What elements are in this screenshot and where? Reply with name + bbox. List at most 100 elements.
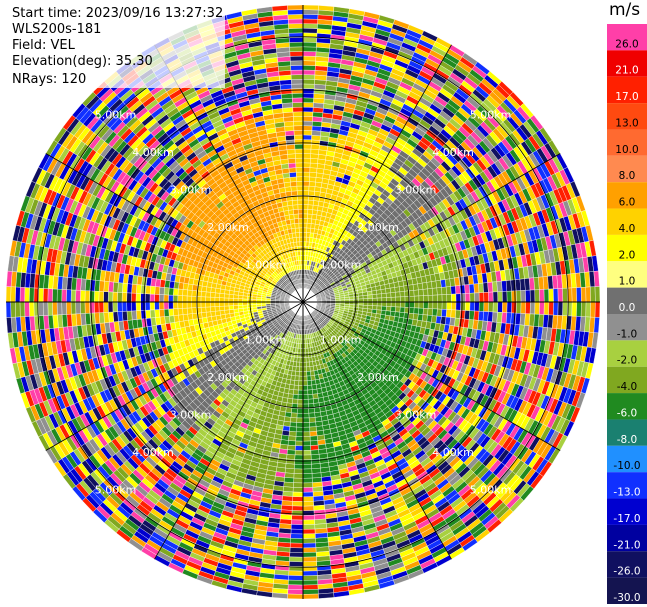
velocity-gate [293,482,304,488]
velocity-gate [593,317,600,334]
velocity-gate [293,384,299,391]
velocity-gate [310,370,315,376]
velocity-gate [381,293,387,299]
velocity-gate [311,214,317,220]
velocity-gate [302,236,307,242]
velocity-gate [492,291,499,303]
velocity-gate [302,139,312,145]
velocity-gate [455,309,461,319]
velocity-gate [302,464,312,470]
velocity-gate [460,301,466,311]
velocity-gate [286,449,296,456]
velocity-gate [308,412,316,419]
velocity-gate [290,524,304,530]
velocity-gate [413,289,420,297]
velocity-gate [450,285,457,295]
velocity-gate [313,398,320,404]
velocity-gate [309,162,318,169]
velocity-gate [291,505,304,511]
velocity-gate [308,190,315,197]
velocity-gate [478,282,484,293]
velocity-gate [302,445,311,451]
velocity-gate [302,125,313,131]
velocity-gate [293,389,299,395]
velocity-gate [302,153,311,159]
velocity-gate [557,288,564,303]
velocity-gate [302,371,308,377]
velocity-gate [297,399,304,405]
velocity-gate [459,284,466,294]
velocity-gate [372,297,378,303]
velocity-gate [309,431,318,437]
velocity-gate [437,294,443,303]
velocity-gate [418,301,424,309]
velocity-gate [488,301,494,313]
velocity-gate [497,291,503,303]
velocity-gate [399,285,405,292]
velocity-gate [562,301,568,316]
velocity-gate [580,301,587,317]
velocity-gate [296,426,304,433]
velocity-gate [305,357,310,363]
velocity-gate [271,592,288,599]
velocity-gate [302,157,311,164]
velocity-gate [289,552,304,558]
velocity-gate [302,496,314,502]
velocity-gate [483,292,489,303]
velocity-gate [285,458,295,465]
velocity-gate [294,464,304,470]
velocity-gate [307,394,314,400]
velocity-gate [394,311,401,318]
velocity-gate [506,301,512,314]
velocity-gate [465,301,471,311]
velocity-gate [372,305,378,310]
velocity-gate [310,153,319,160]
velocity-gate [288,388,294,395]
velocity-gate [455,301,461,311]
velocity-gate [302,218,308,224]
velocity-gate [585,286,591,303]
velocity-gate [306,223,312,229]
velocity-gate [474,301,480,312]
velocity-gate [418,295,424,303]
velocity-gate [290,528,304,535]
velocity-gate [312,209,318,216]
velocity-gate [390,306,396,312]
velocity-gate [310,449,320,456]
velocity-gate [511,290,517,303]
velocity-gate [422,308,429,316]
velocity-gate [310,444,319,451]
velocity-gate [464,310,470,320]
velocity-gate [306,375,312,381]
velocity-gate [400,296,406,303]
velocity-gate [302,389,309,395]
velocity-gate [302,375,308,382]
velocity-gate [367,290,373,296]
velocity-gate [553,288,559,303]
velocity-gate [367,294,373,299]
velocity-gate [287,440,296,446]
velocity-gate [362,295,369,299]
velocity-gate [478,292,485,303]
velocity-gate [576,287,582,303]
velocity-gate [468,283,475,294]
velocity-gate [409,296,415,303]
velocity-gate [289,421,297,428]
velocity-gate [293,477,304,484]
velocity-gate [311,125,322,132]
velocity-gate [284,472,295,479]
velocity-gate [298,375,304,382]
velocity-gate [289,426,297,432]
velocity-gate [502,291,508,303]
velocity-gate [295,436,304,442]
velocity-gate [302,46,317,52]
velocity-gate [313,200,320,206]
velocity-gate [464,284,470,294]
velocity-gate [310,454,320,460]
velocity-gate [306,380,312,386]
velocity-gate [311,458,321,465]
velocity-gate [294,450,304,456]
velocity-gate [413,307,420,315]
velocity-gate [307,384,313,391]
velocity-gate [302,380,308,386]
